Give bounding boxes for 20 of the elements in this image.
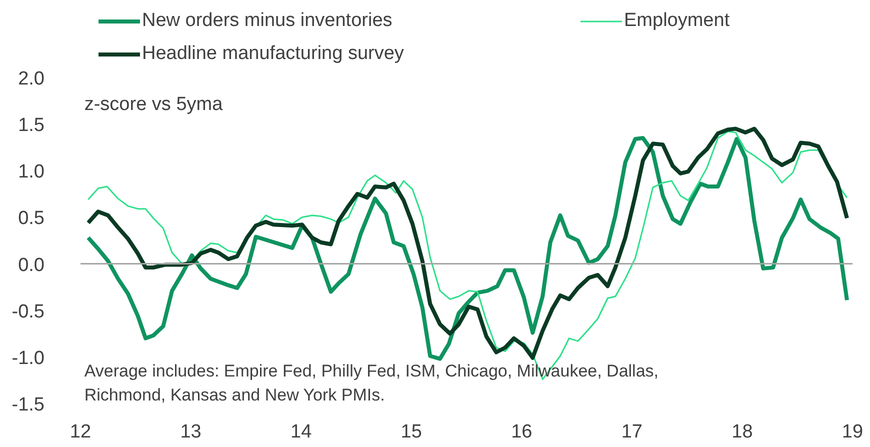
- legend-label: Headline manufacturing survey: [142, 43, 405, 65]
- x-tick-label: 13: [180, 422, 202, 442]
- legend-label: Employment: [624, 10, 731, 32]
- y-tick-label: -1.0: [12, 348, 45, 369]
- y-tick-label: 1.5: [18, 115, 45, 136]
- y-tick-label: -0.5: [12, 301, 45, 322]
- y-tick-label: 2.0: [18, 68, 45, 90]
- x-tick-label: 14: [290, 422, 312, 442]
- legend-label: New orders minus inventories: [142, 10, 394, 32]
- x-tick-label: 12: [70, 422, 92, 442]
- y-tick-label: -1.5: [12, 394, 45, 416]
- x-tick-label: 15: [400, 422, 422, 442]
- x-tick-label: 16: [511, 422, 532, 442]
- y-tick-label: 0.0: [18, 254, 45, 276]
- x-tick-label: 19: [842, 422, 864, 442]
- x-tick-label: 17: [621, 422, 642, 442]
- annotation: z-score vs 5yma: [84, 94, 224, 115]
- y-tick-label: 1.0: [18, 162, 45, 183]
- y-tick-label: 0.5: [18, 208, 45, 230]
- x-tick-label: 18: [732, 422, 753, 442]
